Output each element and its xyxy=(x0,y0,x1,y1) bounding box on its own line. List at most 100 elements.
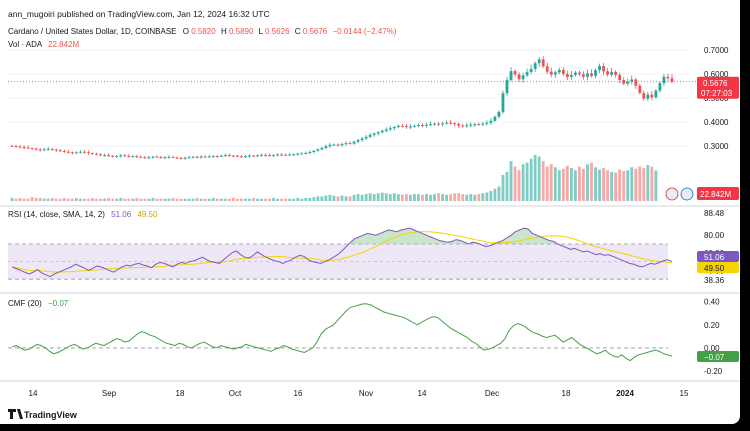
volume-bar xyxy=(264,198,267,201)
volume-bar xyxy=(654,170,658,201)
volume-bar xyxy=(207,198,211,201)
volume-bar xyxy=(545,166,549,201)
candle-body xyxy=(658,83,662,91)
volume-bar xyxy=(485,192,489,201)
candle-body xyxy=(91,153,94,155)
candle-body xyxy=(66,151,70,153)
cmf-tick-label: 0.20 xyxy=(704,321,720,330)
volume-bar xyxy=(308,197,312,201)
candle-body xyxy=(272,155,275,157)
volume-bar xyxy=(497,186,501,201)
candle-body xyxy=(425,124,428,126)
volume-bar xyxy=(417,194,420,201)
volume-bar xyxy=(70,198,74,201)
candle-body xyxy=(473,124,477,126)
candle-body xyxy=(610,71,614,75)
candle-body xyxy=(223,155,227,157)
cmf-tag-bg xyxy=(697,351,739,363)
legend-high-label: H xyxy=(221,27,227,36)
candle-body xyxy=(626,81,630,84)
volume-bar xyxy=(272,197,275,201)
volume-bar xyxy=(569,168,573,201)
volume-bar xyxy=(163,198,167,201)
candle-body xyxy=(477,124,481,126)
volume-bar xyxy=(155,198,159,201)
volume-bar xyxy=(409,194,412,201)
candle-body xyxy=(107,155,111,157)
rsi-tags: 88.48 51.06 49.50 38.36 xyxy=(697,209,739,285)
candle-body xyxy=(638,85,642,93)
candle-body xyxy=(171,156,175,158)
volume-bar xyxy=(131,198,135,201)
rsi-ma-tag-bg xyxy=(697,262,739,273)
candle-body xyxy=(413,125,416,127)
candle-body xyxy=(316,149,320,151)
volume-bar xyxy=(14,198,18,201)
legend-low: 0.5626 xyxy=(265,27,290,36)
volume-bar xyxy=(553,167,557,201)
volume-bar xyxy=(227,198,231,201)
volume-bar xyxy=(276,198,280,201)
candle-body xyxy=(215,156,219,158)
candle-body xyxy=(630,79,634,82)
candle-body xyxy=(501,93,505,112)
volume-bar xyxy=(324,195,328,201)
candle-body xyxy=(280,154,284,156)
volume-bar xyxy=(453,193,457,201)
us-flag-icon xyxy=(665,187,679,201)
volume-bar xyxy=(404,194,408,201)
candle-body xyxy=(239,156,243,158)
candle-body xyxy=(276,154,280,156)
legend-volume: Vol · ADA 22.842M xyxy=(8,40,80,49)
volume-bar xyxy=(445,194,449,201)
volume-bar xyxy=(421,194,424,201)
time-tick-label: 18 xyxy=(562,389,571,398)
volume-bar xyxy=(557,170,561,201)
volume-bar xyxy=(296,197,300,201)
volume-bar xyxy=(610,171,614,201)
candle-body xyxy=(441,123,445,125)
chart-canvas[interactable]: ann_mugoiri published on TradingView.com… xyxy=(0,0,740,424)
candle-body xyxy=(219,155,223,157)
legend-ohlc: Cardano / United States Dollar, 1D, COIN… xyxy=(8,27,397,36)
candle-body xyxy=(392,127,396,129)
legend-high: 0.5890 xyxy=(229,27,254,36)
candle-body xyxy=(22,146,26,148)
volume-bar xyxy=(537,156,541,201)
volume-bar xyxy=(578,166,581,201)
candle-body xyxy=(352,141,356,144)
candle-body xyxy=(646,94,650,99)
volume-bar xyxy=(42,198,46,201)
volume-bar xyxy=(473,194,477,201)
volume-bar xyxy=(320,196,324,201)
candle-body xyxy=(360,138,364,140)
candle-body xyxy=(115,156,119,158)
candle-body xyxy=(183,157,187,159)
candle-body xyxy=(384,129,388,131)
volume-bar xyxy=(590,162,593,201)
candle-body xyxy=(489,120,493,123)
volume-bar xyxy=(268,198,271,201)
volume-bar xyxy=(650,166,654,201)
candle-body xyxy=(167,156,171,158)
volume-bar xyxy=(107,197,111,201)
price-tag-bg xyxy=(697,76,739,99)
candle-body xyxy=(288,154,292,156)
candle-body xyxy=(235,155,239,157)
candle-body xyxy=(248,155,251,157)
volume-bar xyxy=(449,194,453,201)
candle-body xyxy=(135,156,139,158)
volume-bar xyxy=(159,198,163,201)
candle-body xyxy=(666,76,670,79)
volume-bar xyxy=(573,170,577,201)
volume-bar xyxy=(413,194,416,201)
volume-bar xyxy=(513,166,517,201)
volume-bar xyxy=(231,197,235,201)
volume-bar xyxy=(87,198,90,201)
volume-bar xyxy=(30,197,34,201)
volume-bar xyxy=(384,193,388,201)
volume-bar xyxy=(111,198,115,201)
volume-bar xyxy=(223,198,227,201)
volume-bar xyxy=(594,167,597,201)
legend-volume-label: Vol · ADA xyxy=(8,40,43,49)
